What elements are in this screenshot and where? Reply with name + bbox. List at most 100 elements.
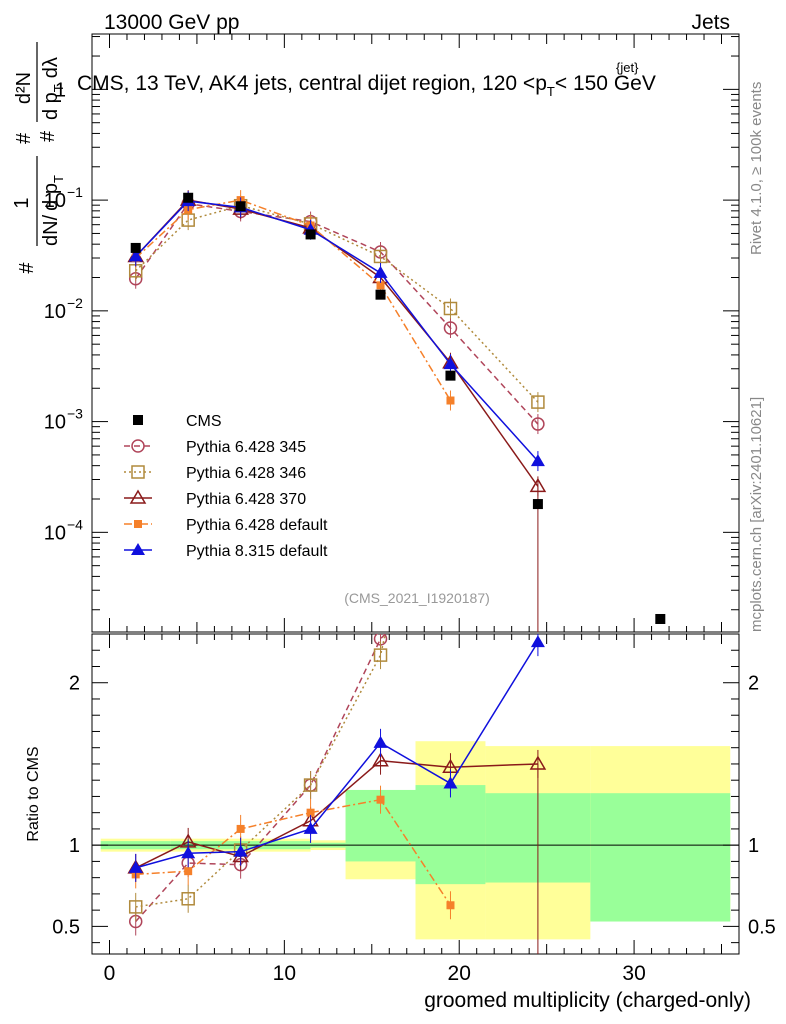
- series-0-line: [135, 202, 539, 425]
- y-tick-label: 10: [44, 522, 66, 544]
- band-green: [590, 793, 731, 922]
- header-left: 13000 GeV pp: [104, 11, 239, 34]
- ylabel-one: 1: [11, 197, 33, 208]
- cms-data-point: [130, 242, 141, 253]
- ylabel-den-dpt: d pTdλ: [40, 57, 66, 120]
- y-tick-exponent: −4: [67, 516, 83, 532]
- series-4-ratio-point: [373, 735, 388, 748]
- series-3-ratio-line: [135, 798, 452, 906]
- legend-label: Pythia 6.428 346: [186, 465, 306, 482]
- ratio-tick-label: 1: [69, 835, 80, 857]
- x-axis-label: groomed multiplicity (charged-only): [424, 989, 751, 1012]
- legend-label: Pythia 6.428 345: [186, 439, 306, 456]
- ratio-tick-label: 0.5: [52, 916, 80, 938]
- ylabel-num-d2n: d²N: [13, 72, 35, 104]
- series-0-point: [531, 417, 545, 431]
- series-1-ratio-point: [373, 648, 388, 662]
- legend-label: Pythia 6.428 370: [186, 491, 306, 508]
- series-4-ratio-point: [181, 846, 196, 859]
- series-0-point: [443, 321, 458, 335]
- series-1-ratio-point: [181, 892, 195, 906]
- bottom-series: [127, 173, 547, 954]
- series-4-point: [530, 454, 545, 467]
- ylabel-hash-top: #: [13, 132, 35, 144]
- legend-marker: [131, 465, 145, 479]
- legend-marker: [131, 439, 145, 453]
- x-tick-label: 30: [622, 962, 645, 985]
- series-1-point: [443, 301, 458, 316]
- series-4-ratio-point: [443, 776, 458, 789]
- ylabel-den-slash: /: [40, 214, 62, 220]
- ratio-tick-label-right: 2: [748, 673, 759, 695]
- series-4-ratio-point: [530, 635, 545, 648]
- chart-title-sub: T: [547, 84, 555, 99]
- legend-marker: [131, 543, 145, 555]
- series-3-ratio-point: [236, 824, 245, 833]
- series-4-ratio-point: [303, 821, 318, 834]
- ratio-tick-label: 2: [69, 673, 80, 695]
- chart-title-pt: p: [535, 72, 547, 95]
- ylabel-den-dp: d p: [40, 183, 62, 211]
- series-4-point: [373, 265, 388, 278]
- cms-data-point: [375, 289, 386, 300]
- series-3-point: [446, 396, 455, 405]
- series-3-ratio-point: [306, 808, 315, 817]
- x-tick-label: 20: [448, 962, 471, 985]
- series-0-ratio-point: [532, 173, 544, 185]
- y-tick-exponent: −1: [67, 184, 83, 200]
- cms-data-point: [655, 613, 666, 624]
- cms-data-point: [235, 201, 246, 212]
- ratio-tick-label-right: 0.5: [748, 916, 776, 938]
- series-4-point: [128, 249, 143, 262]
- top-series: [127, 190, 666, 632]
- legend-label: Pythia 6.428 default: [186, 517, 328, 534]
- y-tick-label: 10: [44, 190, 66, 212]
- ylabel-den-dpt-sub: T: [51, 84, 66, 92]
- series-4-ratio-point: [128, 860, 143, 873]
- legend-label: CMS: [186, 413, 222, 430]
- x-tick-label: 10: [273, 962, 296, 985]
- series-1-ratio-point: [128, 900, 143, 914]
- series-3-point: [376, 281, 385, 290]
- y-tick-label: 10: [44, 301, 66, 323]
- mcplots-label: mcplots.cern.ch [arXiv:2401.10621]: [748, 397, 765, 632]
- y-tick-label: 1: [55, 79, 66, 101]
- y-tick-exponent: −3: [67, 406, 83, 422]
- cms-data-point: [305, 229, 316, 240]
- series-1-ratio-point: [303, 778, 318, 792]
- chart-title-end: < 150 GeV: [555, 72, 656, 95]
- rivet-label: Rivet 4.1.0, ≥ 100k events: [748, 82, 765, 255]
- series-3-line: [135, 199, 452, 401]
- y-tick-label: 10: [44, 412, 66, 434]
- ylabel-hash-mid: #: [16, 262, 38, 274]
- ylabel-den-dlambda: dλ: [40, 57, 62, 78]
- series-3-ratio-point: [376, 795, 385, 804]
- uncertainty-bands: [100, 741, 731, 940]
- ylabel-den-dp-sub: T: [51, 175, 66, 183]
- ylabel-hash: #: [37, 130, 59, 142]
- cms-data-point: [532, 499, 543, 510]
- bottom-panel-frame: [91, 633, 740, 955]
- ylabel-den-dpt-text: d p: [40, 92, 62, 120]
- legend-label: Pythia 8.315 default: [186, 543, 328, 560]
- chart-title-main: CMS, 13 TeV, AK4 jets, central dijet reg…: [77, 72, 535, 95]
- band-green: [415, 785, 486, 885]
- header-right: Jets: [691, 11, 730, 34]
- bottom-ylabel: Ratio to CMS: [25, 746, 42, 841]
- cms-data-point: [183, 192, 194, 203]
- series-4-ratio-point: [233, 844, 248, 857]
- legend-marker: [133, 415, 143, 425]
- chart-title: CMS, 13 TeV, AK4 jets, central dijet reg…: [77, 72, 656, 99]
- analysis-watermark: (CMS_2021_I1920187): [344, 590, 490, 606]
- top-ylabel: # 1 dN/d pT # # d²N d pTdλ: [11, 42, 66, 274]
- series-3-ratio-point: [446, 901, 455, 910]
- series-2-ratio-point: [372, 752, 389, 767]
- top-panel-frame: [91, 33, 740, 633]
- x-tick-label: 0: [104, 962, 116, 985]
- y-tick-exponent: −2: [67, 295, 83, 311]
- series-0-ratio-point: [444, 560, 456, 572]
- chart-title-sup: {jet}: [616, 60, 639, 75]
- series-3-ratio-point: [184, 867, 193, 876]
